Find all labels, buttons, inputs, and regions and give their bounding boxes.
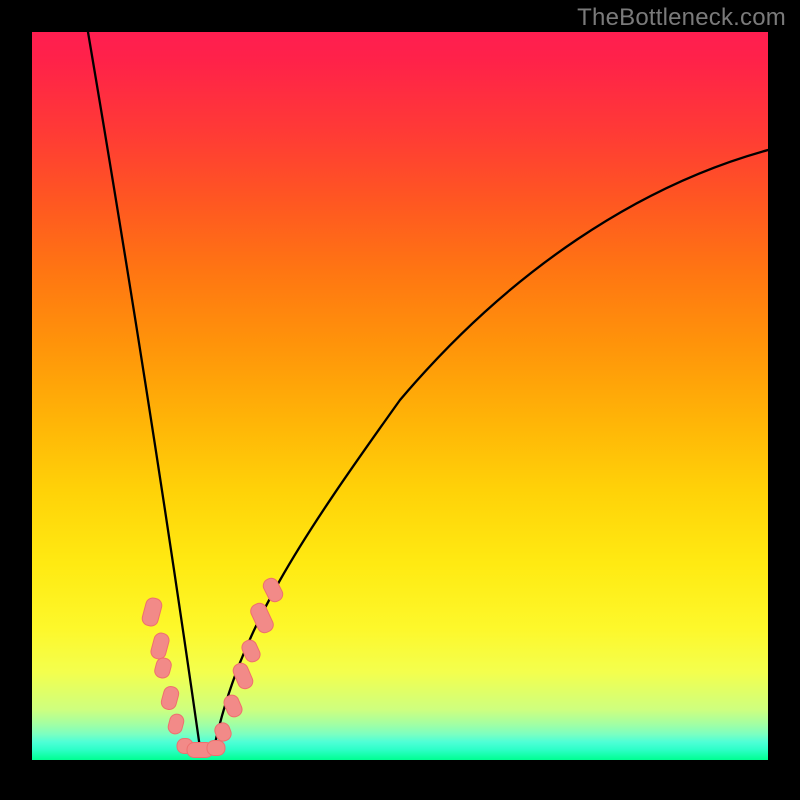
chart-svg: [0, 0, 800, 800]
plot-background-gradient: [32, 32, 768, 760]
watermark-text: TheBottleneck.com: [577, 4, 786, 32]
marker-7: [207, 741, 225, 756]
figure-root: TheBottleneck.com: [0, 0, 800, 800]
